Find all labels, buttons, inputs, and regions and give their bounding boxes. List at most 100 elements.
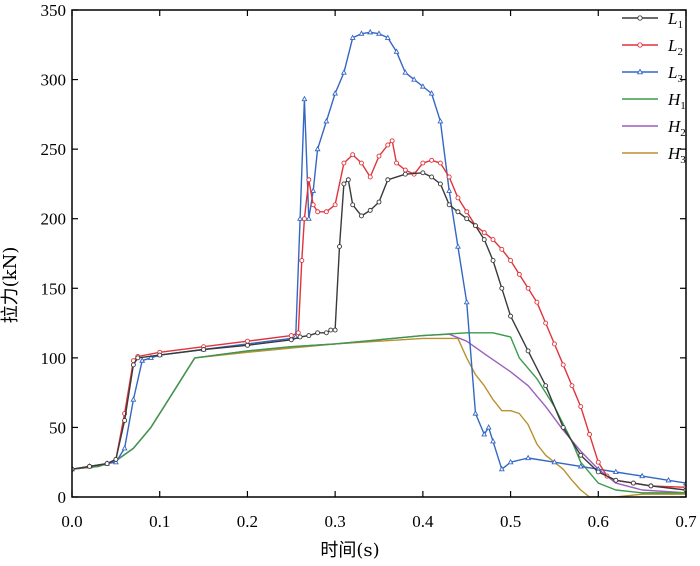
data-point (490, 438, 496, 444)
legend-subscript: 3 (677, 73, 683, 85)
data-point (516, 271, 522, 277)
data-point (525, 454, 532, 461)
legend-subscript: 1 (677, 19, 683, 31)
legend-subscript: 2 (680, 127, 686, 139)
plot-area (72, 28, 686, 497)
legend-name: H (667, 144, 682, 163)
data-point (665, 476, 672, 483)
data-point (428, 90, 435, 96)
data-point (201, 347, 207, 352)
legend-label: H3 (667, 144, 686, 166)
data-point (639, 472, 646, 479)
data-point (508, 258, 514, 263)
series-line-l1 (72, 172, 686, 491)
data-point (481, 431, 488, 437)
data-point (323, 209, 329, 215)
data-point (288, 333, 294, 339)
series-line-l3 (72, 31, 686, 484)
data-point (420, 160, 426, 166)
data-point (473, 223, 478, 229)
data-point (490, 258, 496, 263)
data-point (534, 299, 540, 305)
data-point (595, 459, 601, 465)
y-tick-label: 0 (58, 488, 67, 507)
legend-name: L (667, 36, 677, 55)
y-tick-label: 50 (49, 418, 66, 437)
data-point (323, 117, 330, 124)
data-point (315, 330, 321, 336)
data-point (310, 187, 317, 193)
data-point (121, 444, 128, 451)
data-point (481, 230, 487, 236)
y-tick-label: 350 (41, 1, 67, 20)
data-point (104, 461, 110, 467)
data-point (543, 320, 549, 326)
data-point (376, 153, 382, 159)
data-point (306, 177, 312, 183)
data-point (411, 76, 418, 82)
data-point (301, 216, 307, 222)
data-point (569, 383, 575, 389)
data-point (301, 95, 308, 102)
data-point (437, 117, 444, 124)
data-point (429, 174, 435, 180)
data-point (328, 327, 334, 333)
data-point (310, 202, 316, 208)
data-point (332, 90, 339, 96)
data-point (350, 152, 356, 158)
data-point (385, 142, 391, 148)
data-point (295, 330, 301, 336)
data-point (402, 171, 408, 177)
y-tick-label: 300 (41, 71, 67, 90)
data-point (244, 338, 250, 344)
series-group (72, 28, 686, 497)
data-point (345, 177, 351, 183)
data-point (455, 209, 461, 215)
data-point (87, 463, 92, 469)
x-tick-label: 0.5 (500, 512, 521, 531)
x-tick-label: 0.2 (237, 512, 258, 531)
data-point (577, 463, 584, 469)
data-point (393, 48, 400, 54)
legend-subscript: 1 (680, 100, 686, 112)
series-line-l2 (72, 140, 686, 488)
data-point (499, 246, 505, 252)
data-point (299, 258, 305, 263)
axes: 0.0 0.1 0.2 0.3 0.4 0.5 0.6 0.7 0 50 100 150 200 250 3… (41, 1, 698, 531)
x-tick-label: 0.1 (149, 512, 170, 531)
data-point (446, 202, 452, 208)
data-point (402, 167, 408, 173)
data-point (525, 285, 531, 291)
legend-label: H2 (667, 117, 686, 139)
y-tick-label: 100 (41, 349, 67, 368)
legend-label: L1 (667, 9, 683, 31)
legend-name: H (667, 90, 682, 109)
data-point (332, 327, 338, 333)
data-point (446, 174, 452, 180)
data-point (595, 469, 601, 475)
data-point (420, 170, 426, 176)
data-point (367, 174, 373, 180)
data-point (341, 181, 347, 187)
data-point (498, 465, 505, 472)
legend-name: L (667, 9, 677, 28)
data-point (305, 215, 312, 221)
data-point (560, 362, 566, 368)
data-point (578, 452, 584, 458)
data-point (359, 160, 364, 166)
legend-marker (637, 15, 643, 21)
data-point (446, 187, 453, 193)
data-point (429, 157, 435, 163)
data-point (612, 468, 619, 475)
data-point (551, 341, 557, 347)
y-tick-label: 200 (41, 210, 67, 229)
data-point (306, 333, 312, 339)
data-point (385, 177, 391, 183)
x-tick-label: 0.3 (325, 512, 346, 531)
legend-name: H (667, 117, 682, 136)
data-point (613, 477, 619, 483)
data-point (147, 354, 154, 360)
data-point (130, 396, 137, 402)
data-point (130, 362, 136, 368)
